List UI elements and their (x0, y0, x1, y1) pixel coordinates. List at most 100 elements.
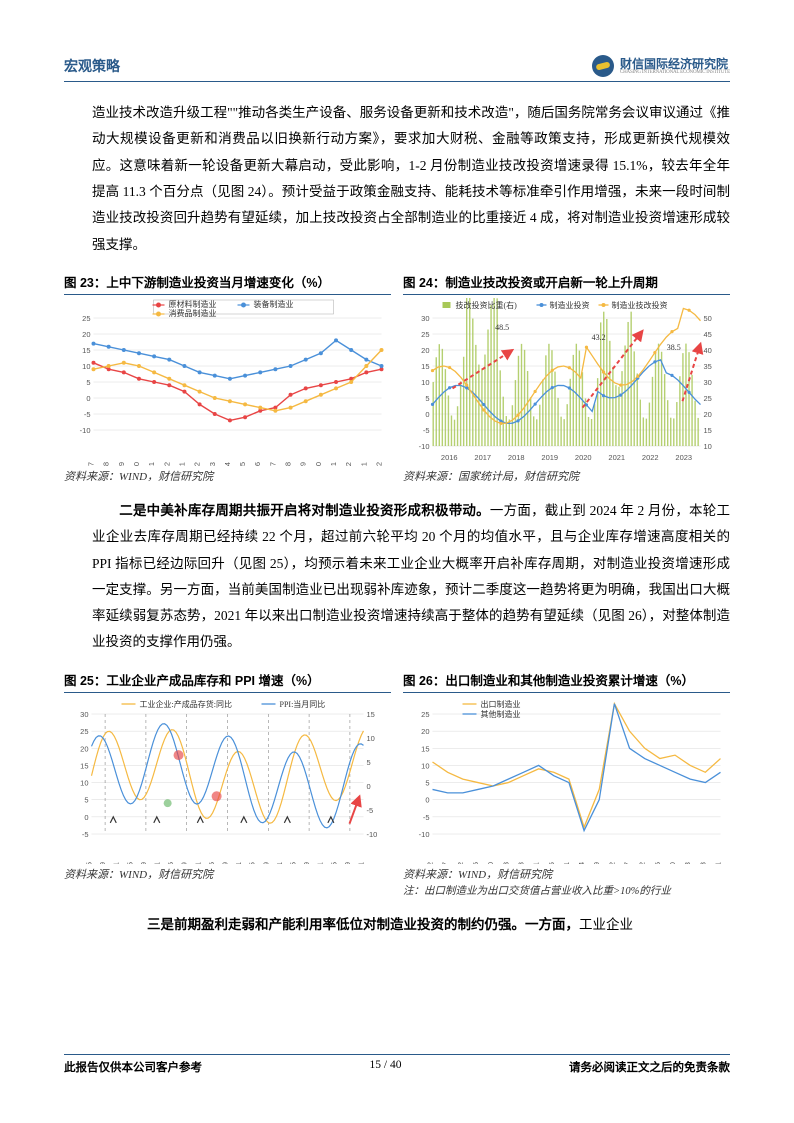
svg-text:-10: -10 (419, 442, 430, 451)
fig24-title: 图 24：制造业技改投资或开启新一轮上升周期 (403, 272, 730, 295)
svg-text:2008-01: 2008-01 (193, 862, 202, 864)
svg-text:2022-09: 2022-09 (117, 462, 126, 466)
institute-name-en: CHASING INTERNATIONAL ECONOMIC INSTITUTE (620, 70, 730, 75)
svg-text:38.5: 38.5 (667, 343, 681, 352)
svg-text:2023-09: 2023-09 (299, 462, 308, 466)
svg-text:原材料制造业: 原材料制造业 (169, 299, 217, 309)
fig26-note: 注：出口制造业为出口交货值占营业收入比重>10%的行业 (403, 883, 730, 898)
svg-text:2013-05: 2013-05 (248, 862, 257, 864)
svg-text:2023-05: 2023-05 (238, 462, 247, 466)
svg-text:5: 5 (425, 778, 429, 787)
svg-text:2018: 2018 (508, 453, 525, 462)
svg-text:15: 15 (367, 710, 375, 719)
header-category: 宏观策略 (64, 56, 120, 76)
svg-text:25: 25 (82, 314, 90, 323)
svg-text:2021: 2021 (608, 453, 625, 462)
svg-text:其他制造业: 其他制造业 (481, 709, 521, 719)
svg-text:5: 5 (425, 394, 429, 403)
figure-25: 图 25：工业企业产成品库存和 PPI 增速（%） -5051015202530… (64, 670, 391, 898)
fig26-source: 资料来源：WIND，财信研究院 (403, 866, 730, 882)
svg-text:0: 0 (367, 782, 371, 791)
svg-text:2023-02: 2023-02 (193, 462, 202, 466)
para3-lead: 三是前期盈利走弱和产能利用率低位对制造业投资的制约仍强。一方面， (147, 917, 579, 932)
svg-text:装备制造业: 装备制造业 (254, 299, 294, 309)
svg-text:15: 15 (80, 761, 88, 770)
svg-text:15: 15 (704, 426, 712, 435)
svg-text:15: 15 (421, 362, 429, 371)
figure-row-1: 图 23：上中下游制造业投资当月增速变化（%） -10-505101520252… (64, 272, 730, 484)
svg-text:2019-06: 2019-06 (547, 862, 556, 864)
svg-text:2022-10: 2022-10 (132, 462, 141, 466)
svg-text:2023-12: 2023-12 (344, 462, 353, 466)
svg-text:2017: 2017 (474, 453, 491, 462)
svg-text:2021-07: 2021-07 (623, 862, 632, 864)
svg-text:10: 10 (704, 442, 712, 451)
svg-text:2020-04: 2020-04 (577, 862, 586, 864)
para2-body: 一方面，截止到 2024 年 2 月份，本轮工业企业去库存周期已经持续 22 个… (92, 503, 730, 650)
svg-text:-10: -10 (80, 426, 91, 435)
svg-text:2019: 2019 (541, 453, 558, 462)
svg-text:35: 35 (704, 362, 712, 371)
svg-text:10: 10 (421, 378, 429, 387)
svg-text:2023-08: 2023-08 (698, 862, 707, 864)
svg-text:-10: -10 (367, 830, 378, 839)
svg-text:2019-11: 2019-11 (562, 862, 571, 864)
svg-text:2023-03: 2023-03 (208, 462, 217, 466)
svg-text:43.2: 43.2 (592, 333, 606, 342)
svg-text:15: 15 (421, 744, 429, 753)
fig23-source: 资料来源：WIND，财信研究院 (64, 468, 391, 484)
institute-name-cn: 财信国际经济研究院 (620, 58, 730, 70)
svg-text:0: 0 (425, 410, 429, 419)
fig23-chart: -10-505101520252022-072022-082022-092022… (64, 298, 391, 466)
svg-text:1997-05: 1997-05 (85, 862, 94, 864)
svg-text:0: 0 (86, 394, 90, 403)
figure-row-2: 图 25：工业企业产成品库存和 PPI 增速（%） -5051015202530… (64, 670, 730, 898)
svg-text:2020: 2020 (575, 453, 592, 462)
figure-23: 图 23：上中下游制造业投资当月增速变化（%） -10-505101520252… (64, 272, 391, 484)
svg-text:2023-07: 2023-07 (268, 462, 277, 466)
fig25-chart: -5051015202530-10-50510151997-051998-092… (64, 696, 391, 864)
svg-text:2016-07: 2016-07 (441, 862, 450, 864)
svg-text:5: 5 (86, 378, 90, 387)
footer-page: 15 / 40 (370, 1059, 402, 1075)
svg-text:2021-02: 2021-02 (607, 862, 616, 864)
fig25-title: 图 25：工业企业产成品库存和 PPI 增速（%） (64, 670, 391, 693)
svg-text:2004-01: 2004-01 (153, 862, 162, 864)
svg-text:25: 25 (421, 330, 429, 339)
svg-text:制造业技改投资: 制造业技改投资 (612, 300, 668, 310)
svg-text:2022-10: 2022-10 (668, 862, 677, 864)
svg-text:2024-01: 2024-01 (714, 862, 723, 864)
svg-text:0: 0 (425, 795, 429, 804)
svg-text:2018-09: 2018-09 (302, 862, 311, 864)
svg-text:2024-02: 2024-02 (375, 462, 384, 466)
header-logo-block: 财信国际经济研究院 CHASING INTERNATIONAL ECONOMIC… (592, 55, 730, 77)
svg-text:2021-05: 2021-05 (329, 862, 338, 864)
svg-text:2023-04: 2023-04 (223, 462, 232, 466)
svg-text:2022-05: 2022-05 (653, 862, 662, 864)
svg-text:2016-02: 2016-02 (426, 862, 435, 864)
svg-text:2021-12: 2021-12 (638, 862, 647, 864)
svg-text:2023-10: 2023-10 (314, 462, 323, 466)
para2-lead: 二是中美补库存周期共振开启将对制造业投资形成积极带动。 (119, 503, 490, 518)
svg-text:2022-08: 2022-08 (102, 462, 111, 466)
svg-text:-5: -5 (423, 426, 430, 435)
svg-text:10: 10 (80, 778, 88, 787)
svg-text:2023-06: 2023-06 (253, 462, 262, 466)
svg-text:2017-05: 2017-05 (471, 862, 480, 864)
svg-text:45: 45 (704, 330, 712, 339)
svg-text:-5: -5 (84, 410, 91, 419)
page-header: 宏观策略 财信国际经济研究院 CHASING INTERNATIONAL ECO… (64, 55, 730, 82)
svg-text:2022-11: 2022-11 (147, 462, 156, 466)
svg-text:2000-01: 2000-01 (112, 862, 121, 864)
svg-text:2014-09: 2014-09 (261, 862, 270, 864)
svg-text:2024-01: 2024-01 (359, 462, 368, 466)
svg-text:工业企业:产成品存货:同比: 工业企业:产成品存货:同比 (140, 699, 232, 709)
svg-text:2023-08: 2023-08 (284, 462, 293, 466)
svg-text:-5: -5 (82, 830, 89, 839)
svg-text:20: 20 (80, 744, 88, 753)
svg-text:2022-09: 2022-09 (343, 862, 352, 864)
svg-text:2018-03: 2018-03 (501, 862, 510, 864)
svg-text:2023-03: 2023-03 (683, 862, 692, 864)
svg-text:20: 20 (704, 410, 712, 419)
footer-left: 此报告仅供本公司客户参考 (64, 1059, 202, 1075)
